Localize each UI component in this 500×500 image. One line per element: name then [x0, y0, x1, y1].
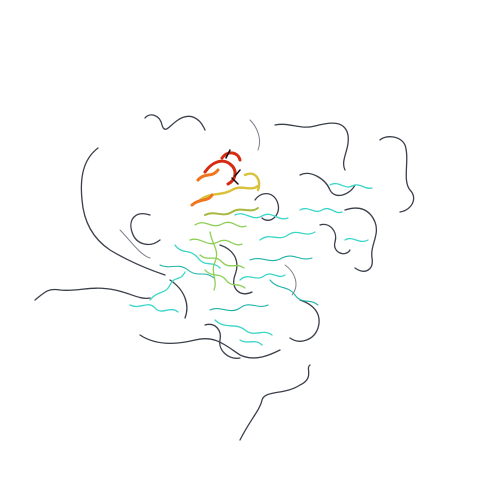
cyan-helix-region — [129, 182, 373, 346]
ligand-sticks — [225, 149, 241, 185]
green-core-region — [189, 221, 247, 291]
coil-loops — [34, 114, 415, 441]
yellow-segment — [198, 172, 261, 216]
